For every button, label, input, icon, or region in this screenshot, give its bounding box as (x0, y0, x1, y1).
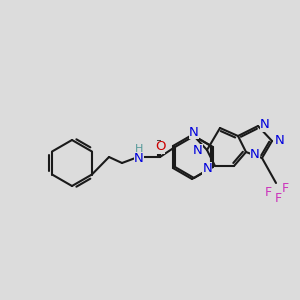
Text: F: F (264, 187, 272, 200)
Text: H: H (135, 144, 143, 154)
Text: N: N (193, 143, 203, 157)
Text: N: N (202, 161, 212, 175)
Text: N: N (189, 125, 199, 139)
Text: F: F (274, 193, 282, 206)
Text: O: O (155, 140, 165, 154)
Text: N: N (260, 118, 270, 131)
Text: F: F (281, 182, 289, 194)
Text: N: N (275, 134, 285, 148)
Text: N: N (250, 148, 260, 160)
Text: N: N (134, 152, 144, 166)
